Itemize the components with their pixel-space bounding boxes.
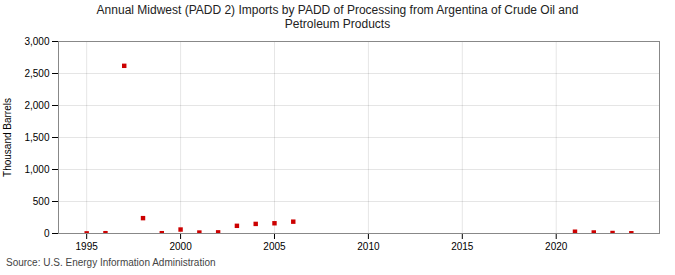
svg-text:2000: 2000 [169,241,192,252]
svg-text:0: 0 [44,228,50,239]
svg-text:1,500: 1,500 [24,132,49,143]
svg-text:2,500: 2,500 [24,68,49,79]
svg-text:Thousand Barrels: Thousand Barrels [2,98,13,177]
svg-text:3,000: 3,000 [24,36,49,47]
svg-text:2,000: 2,000 [24,100,49,111]
svg-text:2010: 2010 [357,241,380,252]
svg-text:1,000: 1,000 [24,164,49,175]
svg-text:2005: 2005 [263,241,286,252]
html-text:Source: U.S. Energy Informatio: Source: U.S. Energy Information Administ… [6,257,216,268]
svg-text:1995: 1995 [76,241,99,252]
svg-text:2020: 2020 [545,241,568,252]
html-text:Annual Midwest (PADD 2) Import: Annual Midwest (PADD 2) Imports by PADD … [96,3,579,31]
svg-text:500: 500 [33,196,50,207]
svg-text:2015: 2015 [451,241,474,252]
